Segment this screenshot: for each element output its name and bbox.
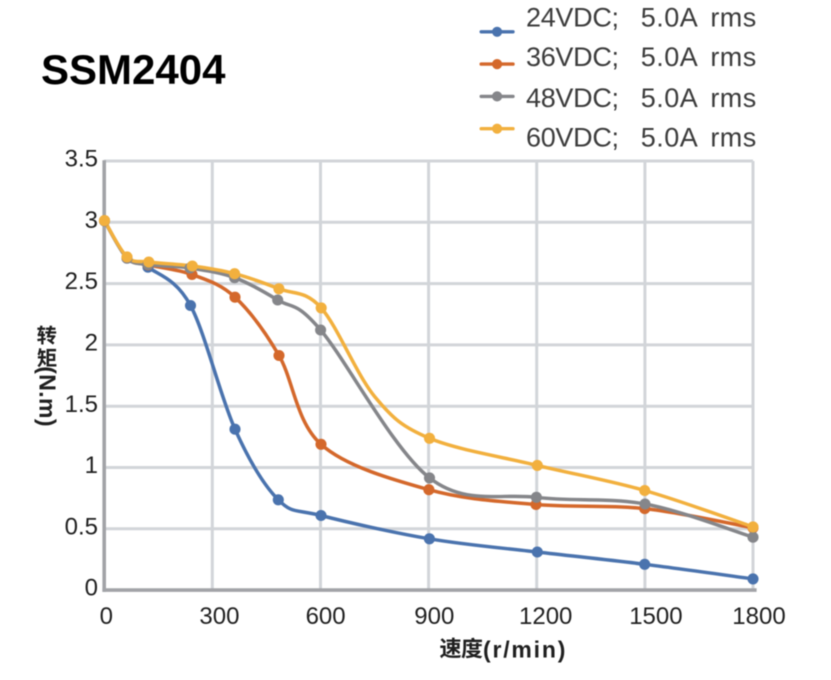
svg-text:900: 900 [414,603,454,630]
svg-text:3.5: 3.5 [65,146,98,173]
svg-text:1: 1 [85,452,98,479]
svg-text:2.5: 2.5 [65,268,98,295]
svg-text:60VDC;5.0A rms: 60VDC; 5.0A rms [526,123,757,153]
svg-text:2: 2 [85,330,98,357]
svg-text:1.5: 1.5 [65,391,98,418]
svg-text:0.5: 0.5 [65,513,98,540]
svg-text:600: 600 [306,603,346,630]
svg-text:48VDC;5.0A rms: 48VDC; 5.0A rms [526,83,757,113]
svg-text:24VDC;5.0A rms: 24VDC; 5.0A rms [526,2,757,32]
svg-text:0: 0 [85,575,98,602]
svg-text:0: 0 [100,603,113,630]
svg-text:(r/min): (r/min) [483,637,567,663]
svg-text:300: 300 [199,603,239,630]
svg-text:1500: 1500 [629,603,682,630]
svg-text:3: 3 [85,207,98,234]
svg-text:36VDC;5.0A rms: 36VDC; 5.0A rms [526,42,757,72]
svg-text:SSM2404: SSM2404 [41,46,226,93]
svg-text:1800: 1800 [732,603,785,630]
svg-text:1200: 1200 [519,603,572,630]
svg-text:(N.m): (N.m) [35,366,61,427]
